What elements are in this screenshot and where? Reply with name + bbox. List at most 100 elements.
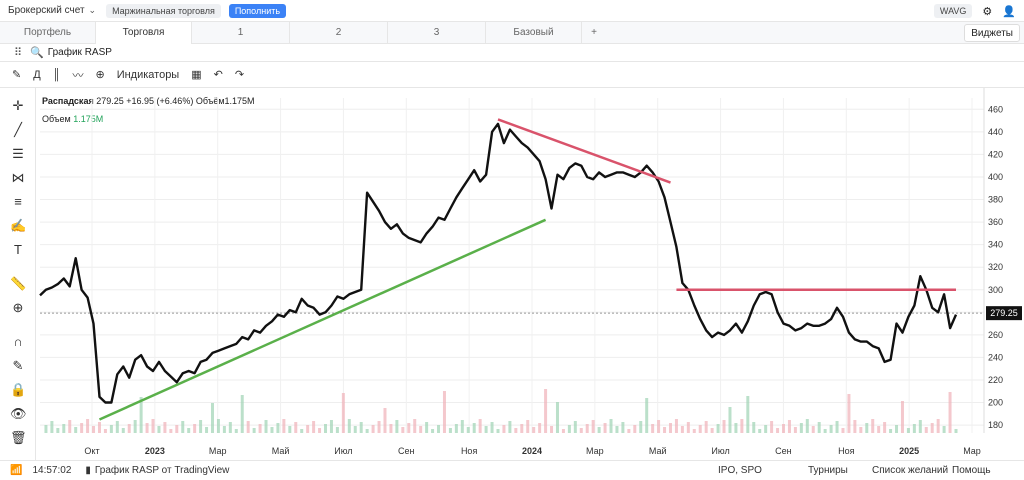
volume-bar <box>347 419 351 433</box>
zoom-icon[interactable]: ⊕ <box>12 300 24 315</box>
gear-icon[interactable]: ⚙ <box>982 5 993 18</box>
wavg-badge[interactable]: WAVG <box>933 4 973 18</box>
y-tick-label: 420 <box>988 149 1003 159</box>
indicators-button[interactable]: Индикаторы <box>116 68 180 81</box>
volume-bar <box>401 427 405 433</box>
eye-icon[interactable]: 👁 <box>10 406 27 421</box>
volume-bar <box>651 424 655 433</box>
volume-bar <box>829 425 833 433</box>
pattern-icon[interactable]: ⋈ <box>11 170 25 185</box>
tab-2[interactable]: 2 <box>290 22 388 44</box>
volume-bar <box>900 401 904 433</box>
volume-bar <box>698 425 702 433</box>
volume-bar <box>442 391 446 433</box>
undo-icon[interactable]: ↶ <box>213 69 223 81</box>
drag-handle-icon[interactable]: ⠿ <box>14 47 23 59</box>
tab-trading[interactable]: Торговля <box>96 22 192 44</box>
text-icon[interactable]: T <box>14 242 22 257</box>
volume-bar <box>425 422 429 433</box>
volume-bar <box>883 422 887 433</box>
draw-pencil-icon[interactable]: ✎ <box>12 69 22 81</box>
help-link[interactable]: Помощь <box>952 465 991 476</box>
chart-toolbar: ✎ Д ║ 〰 ⊕ Индикаторы ▦ ↶ ↷ <box>0 62 1024 88</box>
crosshair-icon[interactable]: ✛ <box>12 98 24 113</box>
ruler-icon[interactable]: 📏 <box>10 276 27 291</box>
wishlist-link[interactable]: Список желаний <box>872 465 949 476</box>
horizontal-lines-icon[interactable]: ☰ <box>12 146 24 161</box>
volume-bar <box>770 421 774 433</box>
volume-bar <box>538 423 542 433</box>
volume-bar <box>86 419 90 433</box>
volume-bar <box>847 394 851 433</box>
ipo-link[interactable]: IPO, SPO <box>718 465 762 476</box>
y-tick-label: 300 <box>988 285 1003 295</box>
add-compare-icon[interactable]: ⊕ <box>95 69 105 81</box>
tab-1[interactable]: 1 <box>192 22 290 44</box>
volume-bar <box>668 423 672 433</box>
volume-bar <box>181 421 185 433</box>
tab-3[interactable]: 3 <box>388 22 486 44</box>
volume-value: 1.175M <box>224 96 255 106</box>
volume-bar <box>460 420 464 433</box>
x-tick-label: Май <box>272 446 290 456</box>
volume-bar <box>193 424 197 433</box>
volume-bar <box>335 427 339 433</box>
lock-draw-icon[interactable]: ✎ <box>12 358 24 373</box>
volume-bar <box>621 422 625 433</box>
x-tick-label: Сен <box>398 446 415 456</box>
price-legend: Распадская 279.25 +16.95 (+6.46%) Объём1… <box>42 96 255 106</box>
volume-bar <box>413 419 417 433</box>
fib-icon[interactable]: ≡ <box>14 194 22 209</box>
chevron-down-icon[interactable]: ⌄ <box>88 5 97 15</box>
tab-portfolio[interactable]: Портфель <box>0 22 96 44</box>
user-icon[interactable]: 👤 <box>1002 5 1016 18</box>
volume-bar <box>639 421 643 433</box>
volume-bar <box>704 421 708 433</box>
tournaments-link[interactable]: Турниры <box>808 465 848 476</box>
volume-bar <box>199 420 203 433</box>
period-button[interactable]: Д <box>33 68 41 81</box>
volume-bar <box>92 426 96 433</box>
widgets-button[interactable]: Виджеты <box>964 24 1020 42</box>
account-label[interactable]: Брокерский счет <box>8 5 85 16</box>
volume-bar <box>151 419 155 433</box>
layout-grid-icon[interactable]: ▦ <box>191 69 202 81</box>
margin-trading-button[interactable]: Маржинальная торговля <box>106 3 221 18</box>
trash-icon[interactable]: 🗑 <box>10 430 27 445</box>
volume-bar <box>365 429 369 433</box>
lock-icon[interactable]: 🔒 <box>10 382 27 397</box>
volume-bar <box>782 424 786 433</box>
volume-bar <box>817 422 821 433</box>
search-icon[interactable]: 🔍 <box>30 47 44 59</box>
volume-bar <box>395 420 399 433</box>
volume-bar <box>615 426 619 433</box>
brush-icon[interactable]: ✍ <box>10 218 27 233</box>
volume-bar <box>50 421 54 433</box>
tab-basic[interactable]: Базовый <box>486 22 582 44</box>
volume-bar <box>478 419 482 433</box>
volume-bar <box>912 424 916 433</box>
volume-bar <box>187 428 191 433</box>
magnet-icon[interactable]: ∩ <box>13 334 23 349</box>
price-chart[interactable]: 4604404204003803603403203002802602402202… <box>36 88 1024 460</box>
volume-bar <box>645 398 649 433</box>
volume-bar <box>371 425 375 433</box>
volume-bar <box>823 429 827 433</box>
chart-source[interactable]: График RASP от TradingView <box>94 465 230 476</box>
candles-icon[interactable]: ║ <box>52 68 61 81</box>
volume-bar <box>841 428 845 433</box>
volume-bar <box>109 425 113 433</box>
add-tab-icon[interactable]: + <box>591 27 597 38</box>
volume-bar <box>282 419 286 433</box>
line-chart-icon[interactable]: 〰 <box>72 69 84 82</box>
redo-icon[interactable]: ↷ <box>234 69 245 81</box>
volume-bar <box>324 424 328 433</box>
volume-bar <box>776 428 780 433</box>
status-bar: 📶 14:57:02 ▮ График RASP от TradingView … <box>0 460 1024 480</box>
volume-bar <box>222 426 226 433</box>
y-tick-label: 340 <box>988 240 1003 250</box>
topup-button[interactable]: Пополнить <box>228 3 287 18</box>
trendline-icon[interactable]: ╱ <box>14 122 22 137</box>
volume-bar <box>686 422 690 433</box>
volume-bar <box>44 425 48 433</box>
